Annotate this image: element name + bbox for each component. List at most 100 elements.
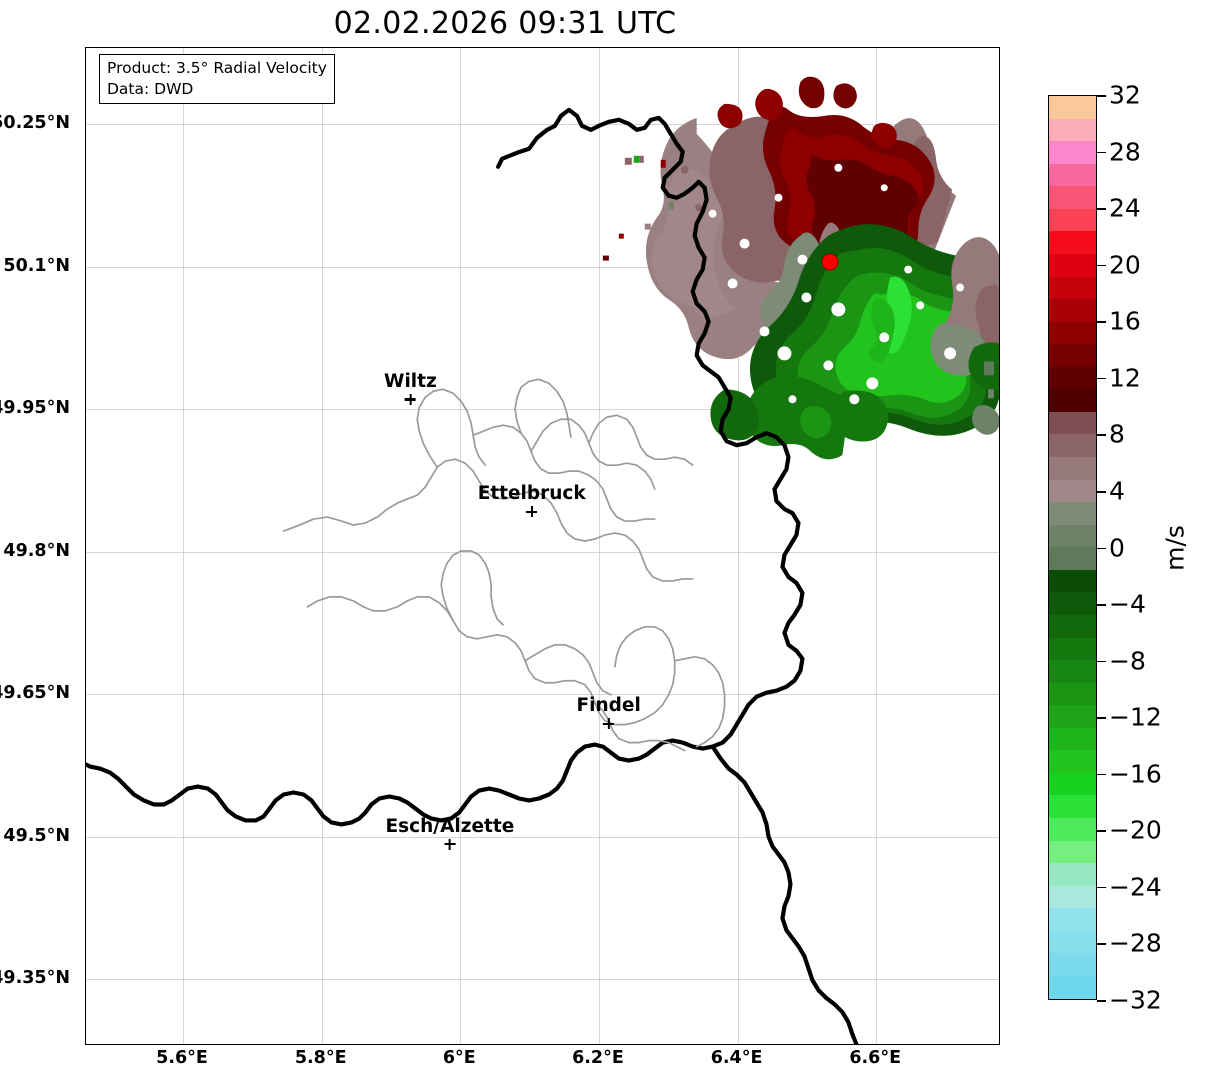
x-tick-label: 5.8°E — [294, 1048, 347, 1068]
x-tick-label: 6.4°E — [710, 1048, 763, 1068]
y-tick-label: 50.1°N — [3, 255, 70, 276]
map-borders — [86, 107, 859, 1044]
product-info-box: Product: 3.5° Radial Velocity Data: DWD — [99, 54, 335, 105]
data-source-line: Data: DWD — [107, 79, 194, 98]
colorbar-band — [1049, 592, 1096, 615]
y-tick-label: 49.65°N — [0, 683, 70, 704]
colorbar-tick-label: 4 — [1109, 476, 1125, 506]
x-tick-label: 6.6°E — [849, 1048, 902, 1068]
colorbar-tick-mark — [1097, 886, 1106, 889]
colorbar-tick-label: 0 — [1109, 533, 1125, 562]
colorbar-band — [1049, 208, 1096, 232]
colorbar-band — [1049, 705, 1096, 728]
colorbar-band — [1049, 96, 1096, 119]
colorbar-tick-mark — [1097, 773, 1106, 776]
colorbar-band — [1049, 840, 1096, 864]
colorbar-tick-label: 32 — [1109, 80, 1141, 110]
gridline-horizontal — [86, 836, 999, 838]
colorbar-band — [1049, 795, 1096, 818]
gridline-horizontal — [86, 266, 999, 268]
gridline-vertical — [460, 48, 462, 1044]
colorbar-tick-mark — [1097, 717, 1106, 719]
colorbar-band — [1049, 344, 1096, 367]
colorbar-tick-mark — [1097, 604, 1106, 606]
colorbar-band — [1049, 479, 1096, 503]
district-borders — [282, 378, 726, 752]
gridline-horizontal — [86, 124, 999, 126]
colorbar-band — [1049, 660, 1096, 683]
x-tick-label: 5.6°E — [156, 1048, 208, 1068]
colorbar-tick-mark — [1097, 943, 1106, 946]
colorbar-band — [1049, 569, 1096, 593]
colorbar-band — [1049, 772, 1096, 796]
gridline-vertical — [598, 48, 600, 1044]
colorbar-band — [1049, 682, 1096, 706]
colorbar-tick-mark — [1097, 151, 1106, 154]
colorbar-band — [1049, 299, 1096, 322]
colorbar-band — [1049, 885, 1096, 909]
page-title: 02.02.2026 09:31 UTC — [333, 6, 677, 41]
colorbar-band — [1049, 141, 1096, 164]
gridline-vertical — [876, 48, 878, 1044]
colorbar-tick-mark — [1097, 490, 1106, 493]
colorbar-tick-label: −20 — [1109, 815, 1162, 845]
product-line: Product: 3.5° Radial Velocity — [107, 59, 327, 77]
colorbar-band — [1049, 502, 1096, 525]
y-tick-label: 49.35°N — [0, 968, 70, 989]
colorbar-tick-mark — [1097, 264, 1106, 267]
colorbar-band — [1049, 457, 1096, 480]
colorbar-band — [1049, 231, 1096, 254]
colorbar-band — [1049, 434, 1096, 457]
colorbar-tick-mark — [1097, 377, 1106, 380]
gridline-vertical — [737, 48, 739, 1044]
gridline-horizontal — [86, 409, 999, 411]
colorbar-tick-mark — [1097, 95, 1106, 97]
plot-inner: Wiltz Ettelbruck Findel Esch/Alzette Produc… — [86, 48, 999, 1044]
gridline-horizontal — [86, 551, 999, 553]
colorbar-tick-label: −4 — [1109, 589, 1146, 619]
colorbar-tick-label: −32 — [1109, 985, 1162, 1015]
colorbar-band — [1049, 614, 1096, 638]
colorbar-tick-label: −16 — [1109, 759, 1162, 789]
y-tick-label: 49.5°N — [3, 825, 70, 846]
colorbar[interactable] — [1048, 95, 1097, 1000]
colorbar-band — [1049, 975, 1096, 999]
colorbar-tick-mark — [1097, 208, 1106, 210]
colorbar-band — [1049, 321, 1096, 345]
colorbar-tick-label: 20 — [1109, 250, 1141, 280]
colorbar-tick-label: 8 — [1109, 419, 1125, 449]
country-border-luxembourg — [86, 107, 805, 827]
colorbar-band — [1049, 930, 1096, 954]
colorbar-tick-label: 12 — [1109, 363, 1141, 393]
colorbar-band — [1049, 366, 1096, 390]
colorbar-band — [1049, 253, 1096, 277]
colorbar-band — [1049, 637, 1096, 661]
colorbar-tick-mark — [1097, 434, 1106, 436]
colorbar-tick-label: 28 — [1109, 137, 1141, 167]
colorbar-tick-label: 24 — [1109, 193, 1141, 223]
radar-map-plot[interactable]: Wiltz Ettelbruck Findel Esch/Alzette Produc… — [85, 47, 1000, 1045]
colorbar-tick-mark — [1097, 321, 1106, 323]
colorbar-tick-mark — [1097, 830, 1106, 832]
x-tick-label: 6°E — [442, 1048, 476, 1068]
radar-site-marker[interactable] — [821, 253, 839, 271]
colorbar-tick-label: −28 — [1109, 928, 1162, 958]
colorbar-band — [1049, 276, 1096, 300]
colorbar-band — [1049, 863, 1096, 886]
colorbar-band — [1049, 163, 1096, 187]
gridline-horizontal — [86, 694, 999, 696]
y-tick-label: 49.95°N — [0, 398, 70, 419]
colorbar-tick-mark — [1097, 660, 1106, 663]
colorbar-band — [1049, 186, 1096, 209]
colorbar-tick-mark — [1097, 1000, 1106, 1002]
colorbar-band — [1049, 389, 1096, 412]
colorbar-tick-mark — [1097, 547, 1106, 550]
x-tick-label: 6.2°E — [572, 1048, 624, 1068]
gridline-vertical — [183, 48, 185, 1044]
colorbar-band — [1049, 818, 1096, 841]
colorbar-band — [1049, 547, 1096, 570]
colorbar-band — [1049, 411, 1096, 435]
radar-velocity-field — [602, 76, 999, 460]
y-tick-label: 50.25°N — [0, 113, 70, 134]
colorbar-tick-label: −12 — [1109, 702, 1162, 732]
